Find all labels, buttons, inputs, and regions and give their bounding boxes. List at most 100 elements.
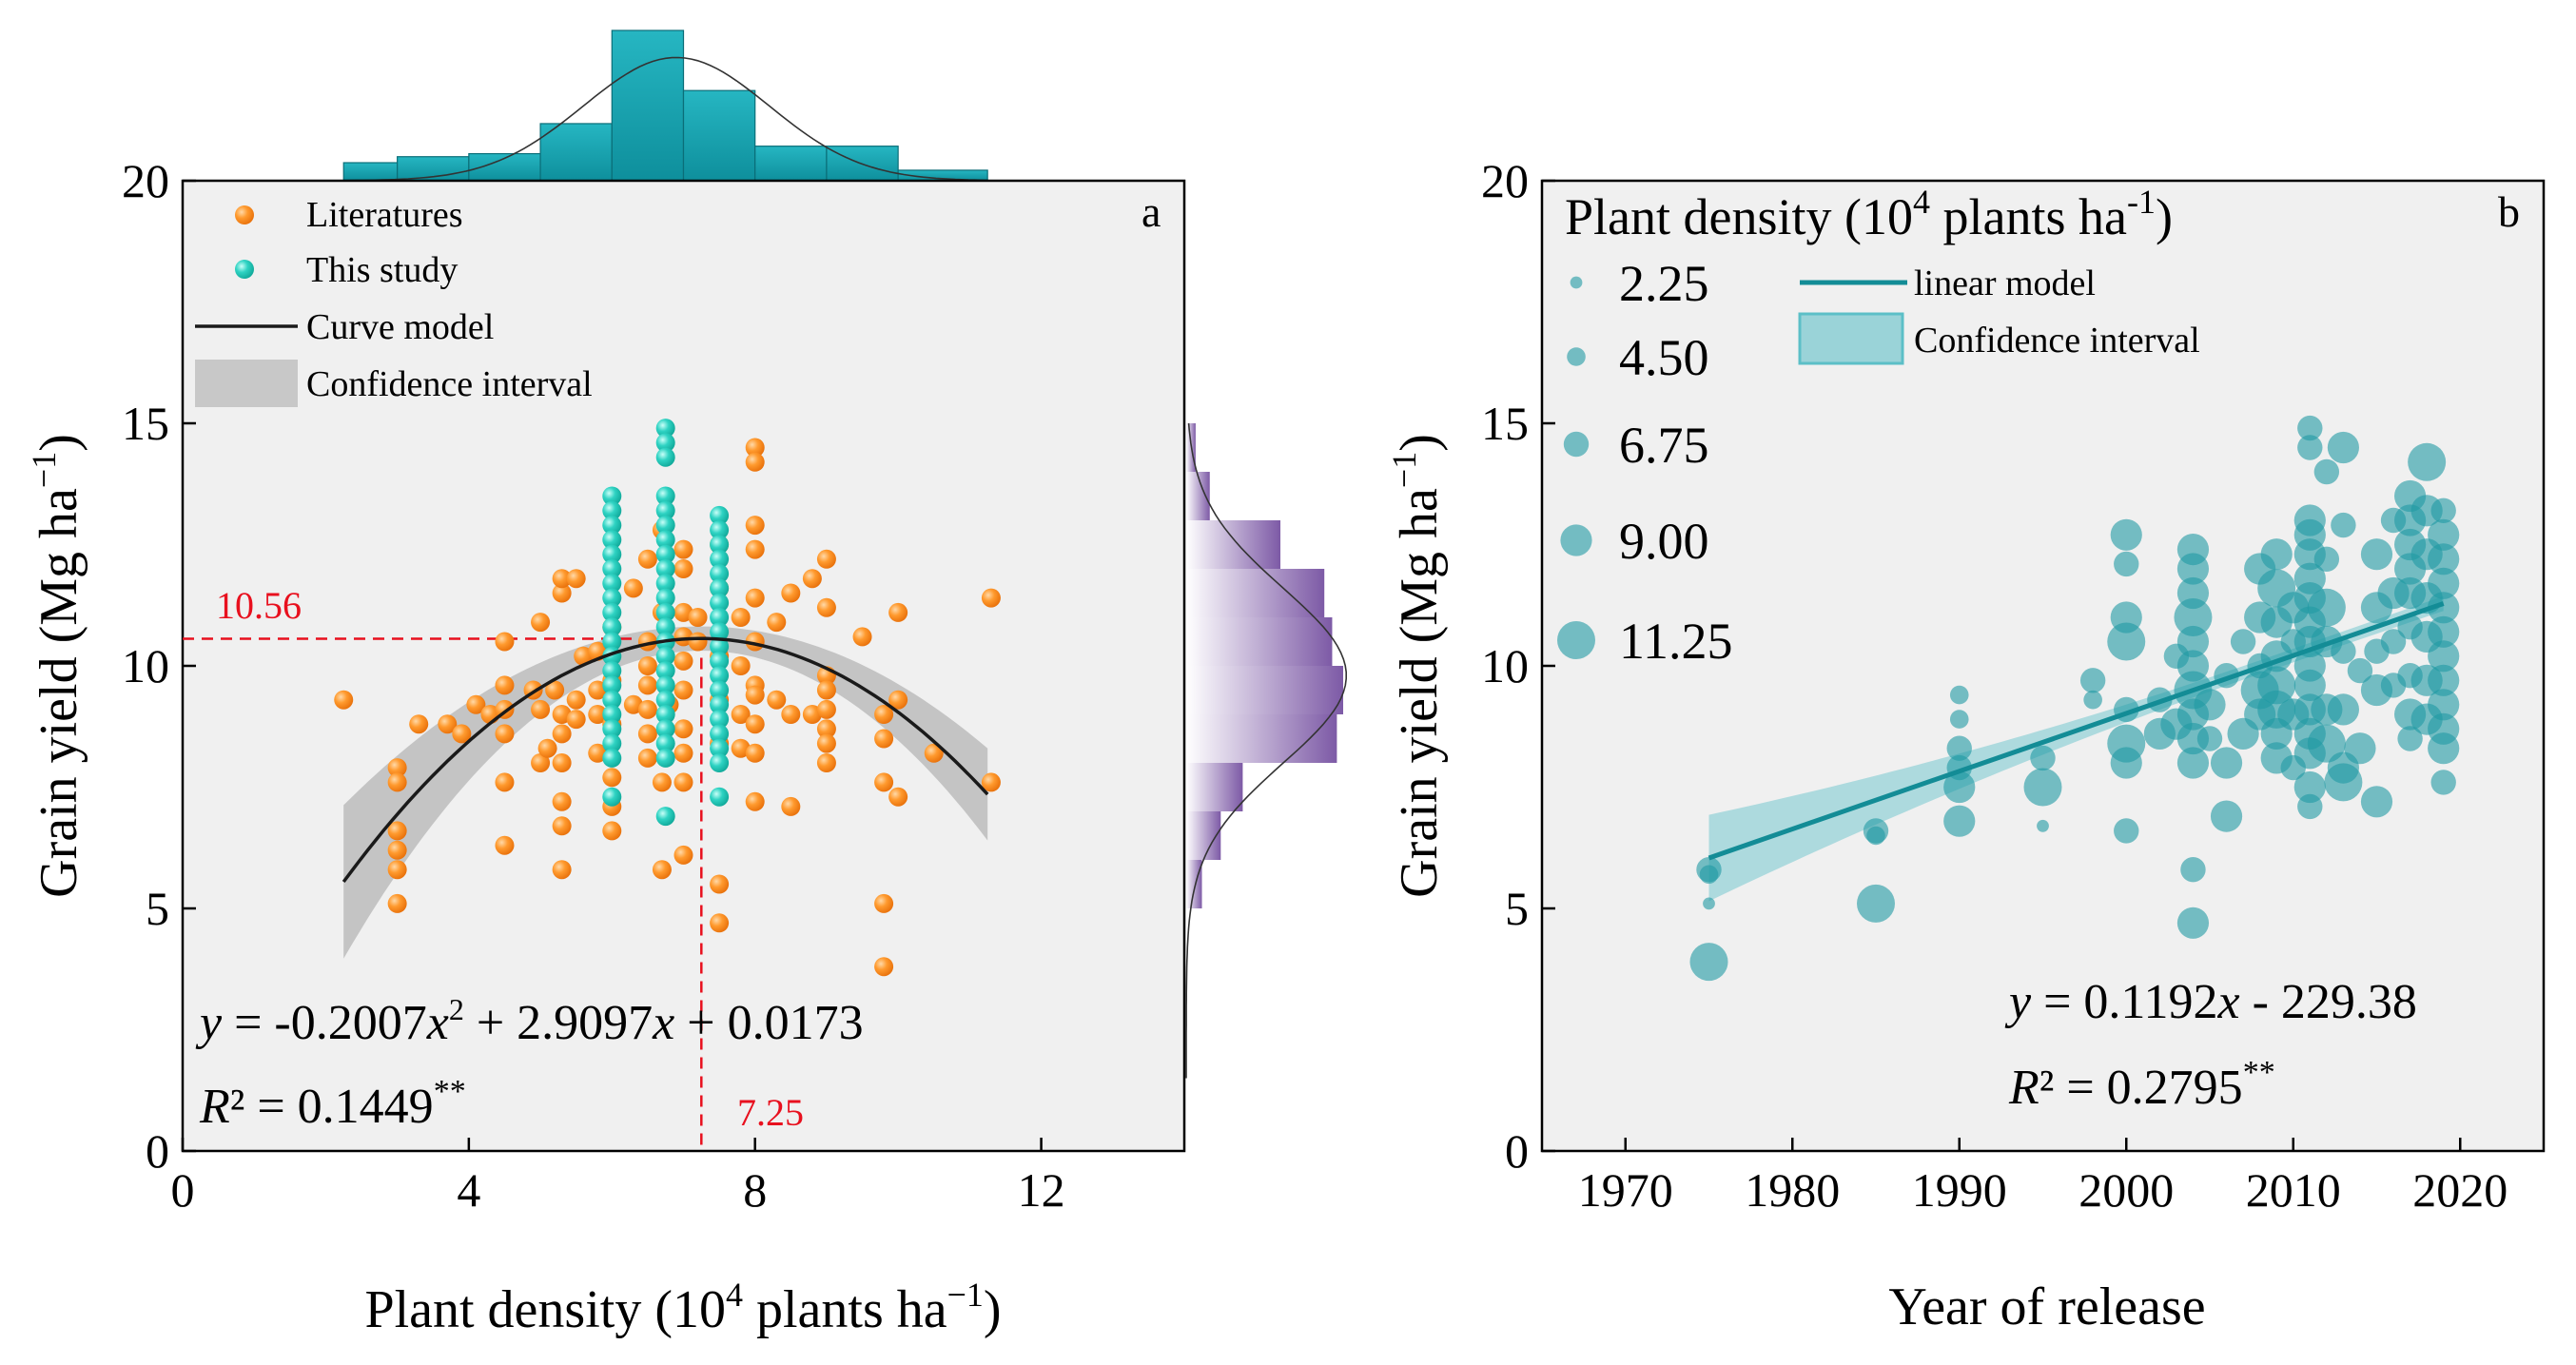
legend-literatures-label: Literatures — [306, 195, 463, 235]
literatures-point — [874, 893, 894, 913]
yield-point — [2428, 518, 2460, 551]
literatures-point — [495, 772, 515, 792]
size-legend-marker — [1563, 431, 1590, 458]
legend-curve-model-label: Curve model — [306, 307, 494, 347]
this-study-point — [710, 694, 730, 714]
yield-point — [2428, 567, 2460, 599]
literatures-point — [781, 796, 801, 816]
this-study-point — [710, 549, 730, 569]
top-histogram-bar — [342, 162, 399, 182]
this-study-point — [602, 500, 622, 520]
literatures-point — [673, 719, 693, 739]
literatures-point — [466, 694, 486, 714]
literatures-point — [888, 690, 908, 710]
yield-point — [1857, 884, 1895, 923]
literatures-point — [495, 835, 515, 855]
x-tick-label: 2000 — [2078, 1163, 2174, 1217]
literatures-point — [852, 627, 872, 647]
x-tick-label: 1990 — [1912, 1163, 2007, 1217]
yield-point — [2307, 588, 2346, 627]
y-tick-label: 20 — [122, 154, 169, 207]
yield-point — [2428, 640, 2460, 673]
literatures-point — [981, 588, 1001, 608]
literatures-point — [409, 714, 429, 734]
literatures-point — [387, 893, 407, 913]
x-tick-label: 12 — [1018, 1163, 1065, 1217]
panel-b-y-axis-title: Grain yield (Mg ha−1) — [1385, 434, 1449, 898]
literatures-point — [552, 860, 572, 880]
literatures-point — [495, 632, 515, 652]
yield-point — [2079, 668, 2106, 693]
literatures-point — [673, 772, 693, 792]
literatures-point — [731, 608, 751, 627]
this-study-point — [655, 690, 675, 710]
yield-point — [2176, 625, 2210, 658]
literatures-point — [767, 690, 787, 710]
literatures-point — [531, 699, 551, 719]
this-study-point — [710, 738, 730, 758]
literatures-point — [387, 772, 407, 792]
literatures-point — [588, 705, 608, 724]
yield-point — [2176, 747, 2210, 779]
literatures-point — [637, 699, 657, 719]
legend-ci-swatch-b — [1798, 312, 1904, 365]
literatures-point — [781, 705, 801, 724]
size-legend-title: Plant density (104 plants ha-1) — [1565, 183, 2173, 245]
panel-b-legend: linear model Confidence interval — [1798, 263, 2200, 365]
literatures-point — [745, 743, 765, 763]
yield-point — [2297, 415, 2323, 441]
panel-a-x-axis-title: Plant density (104 plants ha−1) — [364, 1276, 1001, 1339]
literatures-point — [767, 613, 787, 633]
yield-point — [2428, 732, 2460, 765]
legend-ci-label: Confidence interval — [306, 364, 593, 404]
this-study-point — [602, 787, 622, 807]
yield-point — [1949, 710, 1969, 729]
legend-linear-model-label: linear model — [1914, 263, 2096, 303]
this-study-point — [655, 617, 675, 637]
literatures-point — [745, 539, 765, 559]
yield-point — [2293, 669, 2326, 702]
legend-literatures-marker — [235, 205, 254, 224]
literatures-point — [673, 539, 693, 559]
this-study-point — [655, 516, 675, 536]
top-histogram-bar — [754, 146, 828, 182]
this-study-point — [710, 505, 730, 525]
literatures-point — [710, 874, 730, 894]
this-study-point — [602, 530, 622, 550]
literatures-point — [552, 791, 572, 811]
literatures-point — [924, 743, 944, 763]
literatures-point — [552, 583, 572, 603]
literatures-point — [334, 690, 354, 710]
literatures-point — [673, 680, 693, 700]
this-study-point — [602, 748, 622, 768]
this-study-point — [602, 486, 622, 506]
top-density-curve — [343, 56, 988, 182]
literatures-point — [816, 549, 836, 569]
literatures-point — [673, 845, 693, 865]
this-study-point — [602, 661, 622, 681]
literatures-point — [688, 608, 708, 627]
this-study-point — [655, 433, 675, 453]
this-study-point — [655, 544, 675, 564]
panel-b: 1970 1980 1990 2000 2010 2020 0 5 10 15 20 Plant … — [1385, 154, 2546, 1336]
literatures-point — [745, 452, 765, 472]
panel-b-letter: b — [2498, 187, 2520, 236]
this-study-point — [655, 733, 675, 753]
x-tick-label: 2020 — [2412, 1163, 2508, 1217]
literatures-point — [652, 772, 672, 792]
panel-b-r2: R² = 0.2795** — [2008, 1055, 2275, 1115]
panel-b-plot-area — [1540, 179, 2546, 1153]
yield-point — [2428, 543, 2460, 575]
yield-point — [2210, 800, 2243, 832]
literatures-point — [731, 705, 751, 724]
panel-b-r2-significance: ** — [2243, 1055, 2275, 1090]
yield-point — [2428, 592, 2460, 624]
yield-point — [2344, 732, 2376, 765]
literatures-point — [816, 733, 836, 753]
right-histogram-bar — [1186, 714, 1337, 763]
yield-point — [2114, 818, 2139, 844]
right-histogram-bar — [1186, 520, 1280, 569]
literatures-point — [531, 753, 551, 772]
literatures-point — [602, 768, 622, 788]
this-study-point — [710, 636, 730, 656]
